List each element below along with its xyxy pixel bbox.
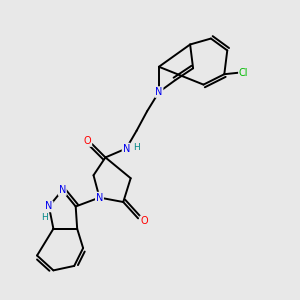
Text: N: N (45, 202, 52, 212)
Text: Cl: Cl (239, 68, 248, 78)
Text: N: N (96, 193, 103, 202)
Text: N: N (58, 185, 66, 195)
Text: N: N (122, 143, 130, 154)
Text: H: H (133, 143, 140, 152)
Text: H: H (41, 213, 48, 222)
Text: O: O (140, 216, 148, 226)
Text: O: O (84, 136, 92, 146)
Text: N: N (155, 87, 163, 97)
